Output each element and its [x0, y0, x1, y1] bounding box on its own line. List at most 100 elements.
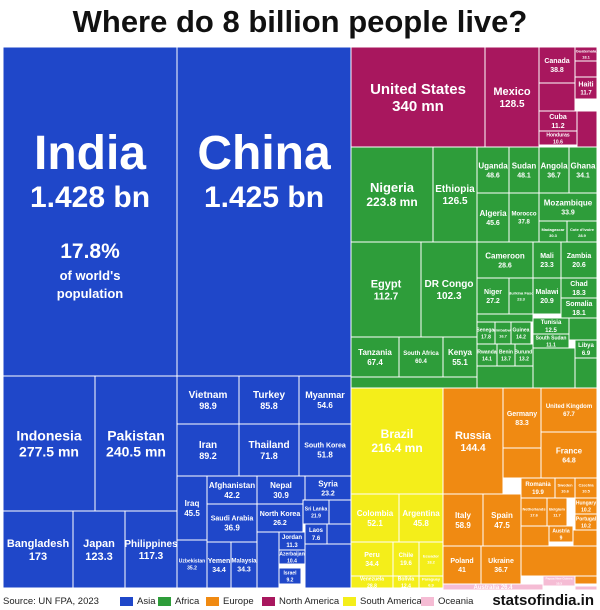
tile-rect: [418, 575, 444, 589]
tile-label: Senegal: [476, 327, 496, 333]
filler-tile: [568, 317, 598, 341]
filler-tile: [502, 447, 542, 479]
legend-item-oceania: Oceania: [421, 596, 473, 607]
filler-tile: [304, 543, 352, 589]
filler-tile: [532, 347, 576, 389]
tile-rect: [538, 130, 578, 146]
tile-value: 10.5: [582, 488, 591, 493]
tile-label: South Sudan: [536, 335, 567, 341]
tile-value: 12.5: [545, 328, 557, 334]
tile-value: 34.4: [212, 567, 226, 574]
tile-value: 30.9: [273, 491, 289, 500]
tile-label: Indonesia: [16, 427, 82, 443]
legend-swatch: [158, 597, 171, 606]
tile-value: 10.6: [561, 488, 570, 493]
filler-tile: [326, 523, 352, 545]
tile-label: Belgium: [549, 506, 565, 511]
brand-label: statsofindia.in: [492, 592, 594, 609]
source-note: Source: UN FPA, 2023: [3, 596, 99, 607]
tile-rect: [538, 46, 576, 84]
share-sub: population: [57, 286, 123, 301]
tile-value: 34.4: [365, 561, 379, 568]
tile-value: 13.7: [501, 356, 511, 362]
tile-value: 9: [560, 535, 563, 541]
tile-value: 19.9: [532, 490, 544, 496]
tile-value: 12.4: [401, 583, 411, 589]
tile-value: 18.2: [427, 559, 436, 564]
tile-label: Afghanistan: [209, 481, 255, 490]
tile-label: Nepal: [270, 481, 292, 490]
tile-label: Ghana: [571, 161, 596, 170]
tile-rect: [508, 192, 540, 243]
tile-value: 33.9: [561, 209, 575, 216]
tile-haiti: Haiti 11.7: [574, 76, 598, 100]
tile-rect: [398, 336, 444, 378]
tile-value: 51.8: [317, 450, 333, 459]
tile-label: Honduras: [546, 132, 570, 138]
tile-value: 67.7: [563, 412, 575, 418]
tile-rect: [206, 503, 258, 543]
tile-label: Peru: [364, 552, 380, 559]
tile-value: 17.6: [530, 512, 539, 517]
tile-value: 34.1: [576, 172, 590, 179]
tile-rect: [520, 497, 548, 527]
tile-label: Japan: [83, 538, 115, 550]
tile-label: Laos: [309, 528, 324, 534]
tile-value: 6.9: [582, 351, 591, 357]
tile-peru: Peru 34.4: [350, 541, 394, 577]
tile-value: 54.6: [317, 401, 333, 410]
tile-rect: [574, 339, 598, 359]
legend-label: Asia: [137, 596, 156, 607]
legend-swatch: [343, 597, 356, 606]
tile-label: Azerbaijan: [279, 551, 304, 557]
tile-rect: [278, 567, 302, 585]
filler-tile: [476, 365, 534, 389]
tile-rect: [442, 493, 484, 547]
tile-value: 18.1: [572, 310, 586, 317]
tile-label: Algeria: [479, 209, 507, 218]
tile-value: 10.2: [581, 523, 591, 529]
tile-label: Benin: [499, 349, 513, 355]
chart-title: Where do 8 billion people live?: [72, 4, 528, 39]
tile-label: Burkina Faso: [508, 290, 534, 295]
tile-label: Netherlands: [522, 506, 546, 511]
tile-value: 11.7: [580, 90, 592, 96]
tile-rect: [350, 146, 434, 243]
tile-rect: [508, 277, 534, 315]
tile-label: Papua New Guinea: [545, 577, 572, 581]
tile-label: Venezuela: [360, 576, 384, 582]
tile-rect: [540, 387, 598, 433]
tile-value: 23.3: [540, 262, 554, 269]
tile-jordan: Jordan 11.3: [278, 531, 306, 551]
tile-syria: Syria 23.2: [304, 475, 352, 501]
tile-value: 112.7: [374, 291, 399, 302]
tile-label: Ethiopia: [435, 184, 475, 195]
legend-item-europe: Europe: [206, 596, 254, 607]
tile-label: Yemen: [208, 558, 231, 565]
tile-value: 45.6: [486, 220, 500, 227]
tile-label: Czechia: [578, 482, 594, 487]
tile-label: Bolivia: [398, 576, 415, 582]
filler-tile: [328, 499, 352, 525]
tile-label: Cote d'Ivoire: [570, 227, 595, 232]
tile-value: 277.5 mn: [19, 443, 79, 459]
tile-label: DR Congo: [425, 279, 474, 290]
tile-label: Poland: [450, 558, 473, 565]
tile-value: 14.2: [516, 334, 526, 340]
tile-united-kingdom: United Kingdom 67.7: [540, 387, 598, 433]
